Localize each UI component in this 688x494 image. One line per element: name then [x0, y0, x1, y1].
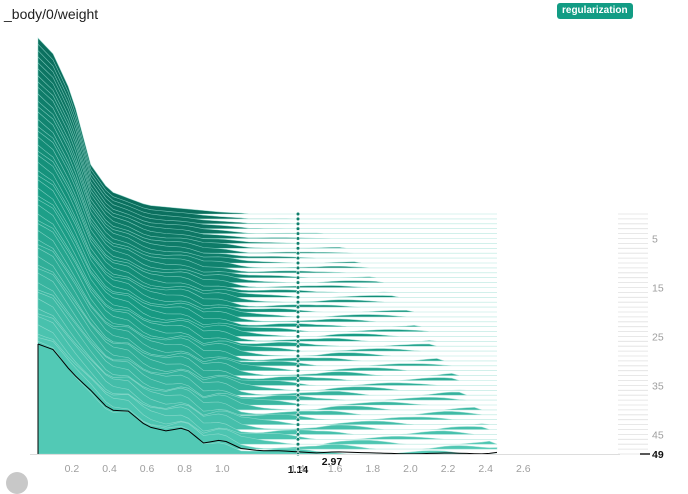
hover-dot-7 [295, 246, 301, 251]
x-tick-label-1.8: 1.8 [365, 463, 380, 475]
hover-dot-34 [295, 378, 301, 383]
hover-dot-13 [295, 275, 301, 280]
hover-dot-3 [295, 226, 301, 231]
hover-dot-26 [295, 339, 301, 344]
front-series-group [37, 343, 498, 455]
y-tick-label-35: 35 [652, 380, 664, 392]
x-tick-label-1.4: 1.4 [290, 463, 305, 475]
hover-dot-19 [295, 305, 301, 310]
hover-dot-27 [295, 344, 301, 349]
hover-dot-18 [295, 300, 301, 305]
hover-dot-46 [295, 437, 301, 442]
hover-dot-37 [295, 393, 301, 398]
x-tick-label-1.6: 1.6 [328, 463, 343, 475]
hover-dot-25 [295, 334, 301, 339]
hover-crosshair: 1.14 2.97 [288, 211, 343, 476]
x-tick-label-0.2: 0.2 [65, 463, 80, 475]
hover-dot-15 [295, 285, 301, 290]
x-tick-label-2.6: 2.6 [516, 463, 531, 475]
x-tick-label-2.4: 2.4 [478, 463, 493, 475]
ridge-series-49 [37, 340, 497, 455]
hover-dot-9 [295, 256, 301, 261]
y-tick-label-25: 25 [652, 331, 664, 343]
hover-dot-44 [295, 427, 301, 432]
hover-dot-33 [295, 373, 301, 378]
hover-dot-16 [295, 290, 301, 295]
hover-dot-40 [295, 407, 301, 412]
hover-dot-38 [295, 398, 301, 403]
ridge-series-0 [37, 37, 497, 215]
hover-dot-20 [295, 309, 301, 315]
x-tick-label-0.6: 0.6 [140, 463, 155, 475]
hover-dot-14 [295, 280, 301, 285]
hover-dot-31 [295, 363, 301, 368]
hover-dot-41 [295, 412, 301, 417]
y-tick-label-5: 5 [652, 234, 658, 246]
regularization-badge[interactable]: regularization [557, 3, 633, 19]
hover-dot-36 [295, 388, 301, 393]
x-tick-label-0.8: 0.8 [177, 463, 192, 475]
ridgeline-chart[interactable]: 1.14 2.97 0.2 0.4 0.6 0.8 1.0 1.4 1.6 1.8 2.0 2.2 2… [0, 0, 688, 479]
hover-value-label: 2.97 [322, 456, 343, 468]
user-avatar[interactable] [6, 472, 28, 494]
hover-dot-47 [295, 442, 301, 447]
hover-dot-21 [295, 314, 301, 319]
hover-dot-1 [295, 216, 301, 221]
ridge-series-2 [37, 49, 497, 225]
hover-dot-24 [295, 329, 301, 334]
hover-step-label: 49 [652, 449, 664, 461]
hover-dot-29 [295, 353, 301, 359]
front-series-line [37, 343, 498, 455]
hover-dot-39 [295, 402, 301, 408]
hover-x-label: 1.14 [288, 464, 309, 476]
hover-dot-5 [295, 236, 301, 241]
hover-dot-8 [295, 251, 301, 256]
axes-group: 0.2 0.4 0.6 0.8 1.0 1.4 1.6 1.8 2.0 2.2 2.4 2.6 5 15 2… [30, 213, 664, 475]
ridge-series-group [37, 37, 498, 455]
hover-dot-17 [295, 295, 301, 300]
hover-dot-11 [295, 265, 301, 270]
hover-dot-4 [295, 231, 301, 236]
hover-dot-0 [295, 211, 301, 217]
y-tick-label-45: 45 [652, 429, 664, 441]
hover-dot-12 [295, 270, 301, 275]
hover-dot-28 [295, 349, 301, 354]
hover-dot-30 [295, 358, 301, 363]
hover-dot-35 [295, 383, 301, 388]
x-tick-label-2.2: 2.2 [441, 463, 456, 475]
hover-dot-2 [295, 221, 301, 226]
chart-title: _body/0/weight [4, 6, 99, 22]
hover-dot-43 [295, 422, 301, 427]
y-tick-label-15: 15 [652, 283, 664, 295]
hover-dot-45 [295, 432, 301, 437]
hover-dot-48 [295, 447, 301, 452]
hover-dot-42 [295, 417, 301, 422]
x-tick-label-0.4: 0.4 [102, 463, 117, 475]
ridge-series-1 [37, 43, 497, 220]
ridge-series-3 [37, 56, 497, 229]
x-tick-label-1.0: 1.0 [215, 463, 230, 475]
hover-dot-6 [295, 241, 301, 246]
hover-dot-23 [295, 324, 301, 329]
hover-dot-22 [295, 319, 301, 324]
hover-dot-32 [295, 368, 301, 373]
x-tick-label-2.0: 2.0 [403, 463, 418, 475]
hover-dot-10 [295, 260, 301, 266]
